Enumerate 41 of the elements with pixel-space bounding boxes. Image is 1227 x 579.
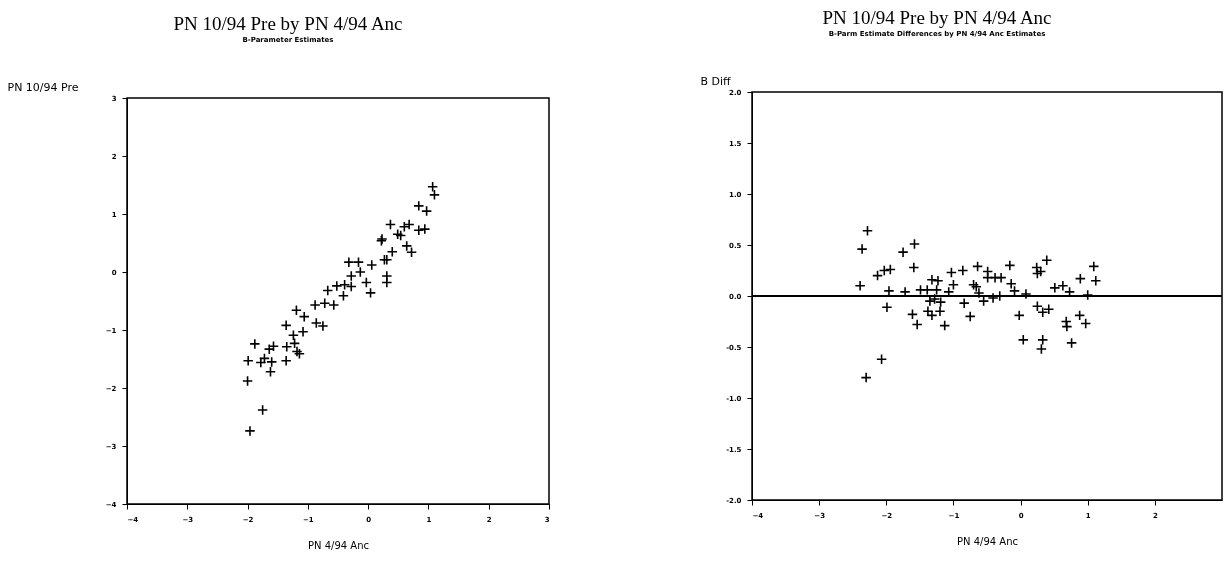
x-axis-title: PN 4/94 Anc [307, 539, 370, 551]
point [337, 290, 349, 302]
point [331, 280, 343, 292]
chart-title: PN 10/94 Pre by PN 4/94 Anc [822, 7, 1052, 28]
point [280, 355, 292, 367]
point [360, 276, 372, 288]
point [249, 338, 261, 350]
point [309, 299, 321, 311]
point [322, 285, 334, 297]
point [352, 256, 365, 268]
point [365, 287, 377, 299]
point [343, 256, 355, 268]
point [328, 299, 340, 311]
point [267, 340, 280, 352]
point [419, 223, 431, 235]
point [242, 355, 254, 367]
point [427, 181, 439, 193]
point [384, 218, 396, 230]
point [242, 375, 254, 387]
point [244, 425, 256, 437]
point [297, 326, 309, 338]
point [428, 189, 440, 201]
y-axis-title: PN 10/94 Pre [7, 80, 79, 94]
point [398, 221, 410, 233]
point [264, 366, 277, 378]
point [381, 276, 393, 288]
point [289, 337, 301, 349]
x-axis-title: PN 4/94 Anc [956, 535, 1019, 547]
point [281, 341, 293, 353]
point [319, 297, 331, 309]
point [280, 319, 292, 331]
point [257, 404, 269, 416]
point [354, 266, 366, 278]
chart-title: PN 10/94 Pre by PN 4/94 Anc [173, 13, 403, 34]
point [287, 329, 299, 341]
point [386, 246, 398, 258]
point [345, 270, 357, 282]
point [255, 356, 267, 369]
point [413, 224, 425, 236]
y-axis-title: B Diff [700, 74, 732, 88]
point [366, 259, 378, 271]
